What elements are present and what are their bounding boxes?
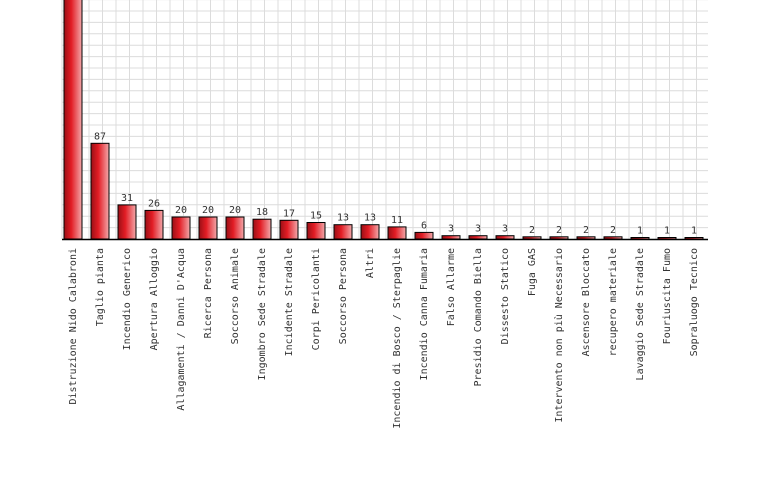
bar-value-label: 1 — [664, 226, 670, 237]
x-tick-label: Taglio pianta — [95, 248, 106, 326]
bar-value-label: 2 — [529, 225, 535, 236]
bar-value-label: 11 — [391, 215, 403, 226]
bar-value-label: 26 — [148, 198, 160, 209]
bar-value-label: 13 — [364, 213, 376, 224]
bar — [225, 216, 245, 240]
bar — [360, 224, 380, 240]
x-tick-label: Allagamenti / Danni D'Acqua — [176, 248, 187, 411]
x-tick-label: Distruzione Nido Calabroni — [68, 248, 79, 405]
x-tick-label: Incendio di Bosco / Sterpaglie — [392, 248, 403, 429]
bar-value-label: 20 — [175, 205, 187, 216]
bar — [603, 236, 623, 240]
bar-value-label: 2 — [610, 225, 616, 236]
bar — [522, 236, 542, 240]
bar-value-label: 31 — [121, 193, 133, 204]
bar — [414, 231, 434, 240]
x-tick-label: Apertura Alloggio — [149, 248, 160, 350]
bar-value-label: 87 — [94, 131, 106, 142]
x-tick-label: Sopraluogo Tecnico — [689, 248, 700, 356]
x-tick-label: Lavaggio Sede Stradale — [635, 248, 646, 380]
bar — [63, 0, 83, 240]
x-tick-label: Soccorso Animale — [230, 248, 241, 344]
x-tick-label: Soccorso Persona — [338, 248, 349, 344]
bar-value-label: 15 — [310, 211, 322, 222]
bar-value-label: 18 — [256, 207, 268, 218]
bar-value-label: 20 — [229, 205, 241, 216]
x-tick-label: Falso Allarme — [446, 248, 457, 326]
bar — [495, 235, 515, 240]
bar — [549, 236, 569, 240]
x-tick-label: Dissesto Statico — [500, 248, 511, 344]
bar — [468, 235, 488, 240]
bar — [441, 235, 461, 240]
x-tick-label: Ricerca Persona — [203, 248, 214, 338]
x-tick-label: recupero materiale — [608, 248, 619, 356]
bar-value-label: 3 — [502, 224, 508, 235]
bar — [387, 226, 407, 240]
x-tick-label: Presidio Comando Biella — [473, 248, 484, 386]
bar-value-label: 17 — [283, 208, 295, 219]
bar — [306, 222, 326, 240]
bar — [117, 204, 137, 240]
chart-x-labels: Distruzione Nido Calabroni Taglio pianta I… — [68, 248, 700, 429]
chart-grid — [61, 0, 708, 239]
bar-value-label: 20 — [202, 205, 214, 216]
bar-value-label: 6 — [421, 220, 427, 231]
x-tick-label: Altri — [365, 248, 376, 278]
x-tick-label: Fouriuscita Fumo — [662, 248, 673, 344]
bar — [576, 236, 596, 240]
bar-value-label: 13 — [337, 213, 349, 224]
bar — [252, 218, 272, 240]
bar-value-label: 3 — [475, 224, 481, 235]
x-tick-label: Intervento non più Necessario — [553, 248, 565, 423]
bar — [171, 216, 191, 240]
bar — [144, 209, 164, 240]
x-tick-label: Incidente Stradale — [284, 248, 295, 356]
x-tick-label: Ingombro Sede Stradale — [257, 248, 268, 380]
x-tick-label: Incendio Generico — [122, 248, 133, 350]
bar-value-label: 2 — [556, 225, 562, 236]
x-tick-label: Corpi Pericolanti — [311, 248, 322, 350]
bar — [198, 216, 218, 240]
bar — [90, 142, 110, 240]
x-tick-label: Fuga GAS — [527, 248, 538, 296]
x-tick-label: Ascensore Bloccato — [581, 248, 592, 356]
bar-value-label: 3 — [448, 224, 454, 235]
bar — [333, 224, 353, 240]
x-tick-label: Incendio Canna Fumaria — [419, 248, 430, 380]
bar-value-label: 2 — [583, 225, 589, 236]
bar — [279, 219, 299, 240]
bar-value-label: 1 — [637, 226, 643, 237]
bar-value-label: 1 — [691, 226, 697, 237]
